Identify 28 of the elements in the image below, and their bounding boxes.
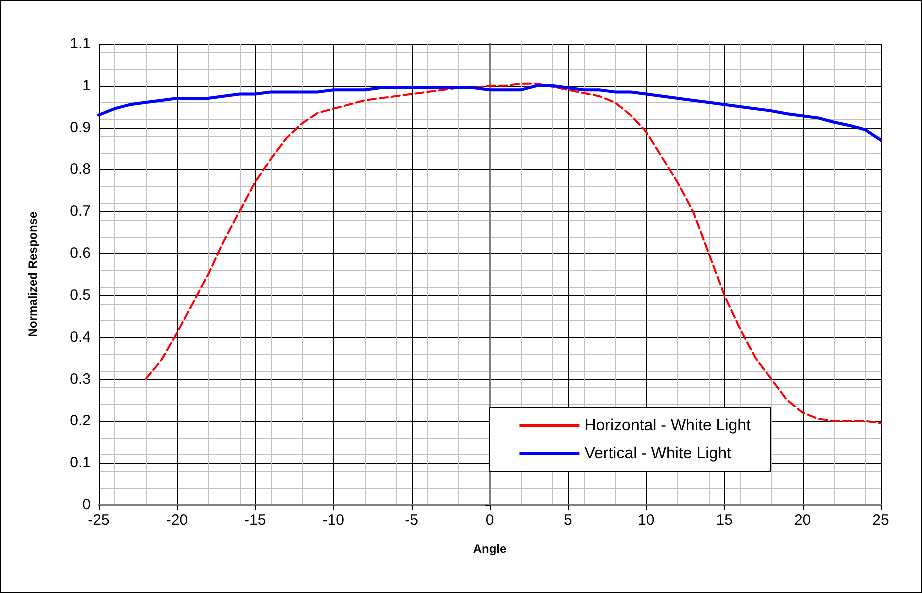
x-tick-label: 20 — [794, 512, 812, 529]
y-tick-label: 0.1 — [70, 454, 91, 472]
line-series — [98, 84, 882, 142]
x-tick-label: -10 — [322, 512, 344, 529]
y-tick-label: 0.9 — [70, 119, 91, 136]
y-tick-label: 1 — [82, 77, 91, 94]
x-tick-label: 15 — [716, 512, 733, 529]
x-tick-label: 25 — [872, 512, 890, 529]
y-tick-label: 0.8 — [70, 161, 91, 178]
y-tick-label: 1.1 — [70, 36, 91, 52]
y-tick-label: 0.2 — [70, 412, 91, 430]
y-tick-label: 0.7 — [70, 203, 91, 220]
x-tick-label: -25 — [88, 512, 110, 529]
x-tick-label: -20 — [166, 512, 188, 529]
y-tick-label: 0.6 — [70, 245, 91, 262]
y-tick-label: 0.4 — [70, 328, 91, 346]
legend-label: Horizontal - White Light — [584, 418, 752, 434]
x-tick-label: 10 — [638, 512, 655, 529]
x-tick-label: -15 — [244, 512, 266, 529]
legend-label: Vertical - White Light — [584, 446, 732, 462]
x-tick-label: 5 — [564, 512, 572, 529]
y-tick-label: 0.3 — [70, 370, 91, 388]
y-tick-label: 0 — [82, 496, 91, 514]
y-axis-title: Normalized Response — [26, 211, 40, 338]
x-tick-label: 0 — [486, 512, 494, 529]
y-tick-label: 0.5 — [70, 286, 91, 304]
x-axis-title: Angle — [473, 542, 507, 556]
x-tick-label: -5 — [405, 512, 418, 529]
